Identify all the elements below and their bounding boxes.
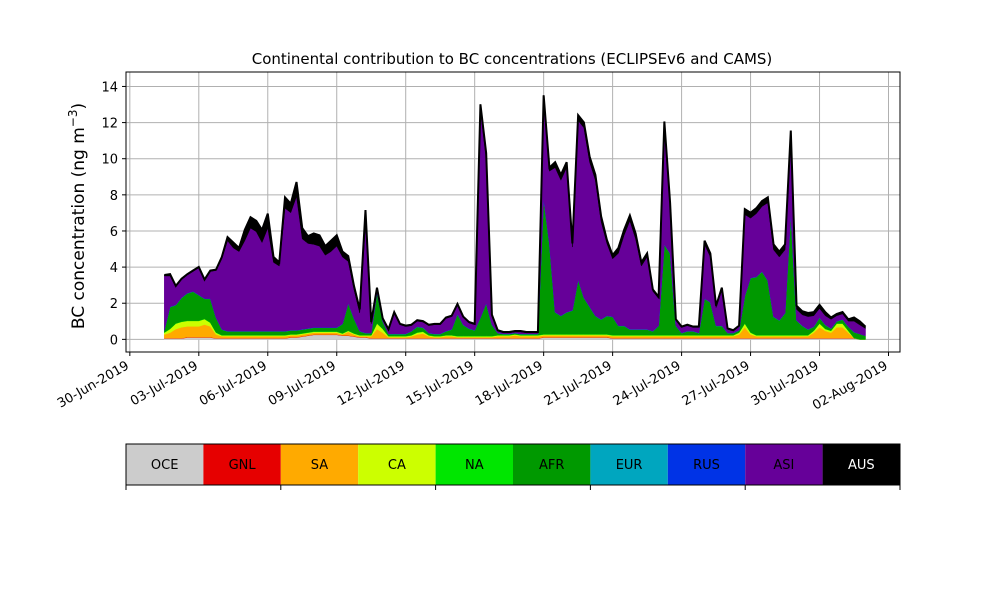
y-tick-label: 0 [110, 333, 118, 348]
x-tick-label: 09-Jul-2019 [266, 358, 339, 409]
legend-swatch-oce [126, 444, 204, 485]
y-tick-label: 8 [110, 189, 118, 204]
legend-swatch-asi [745, 444, 823, 485]
legend-label-oce: OCE [151, 458, 179, 473]
x-tick-label: 18-Jul-2019 [473, 358, 546, 409]
legend-swatch-sa [280, 444, 359, 485]
legend-label-na: NA [465, 458, 484, 473]
stacked-areas [164, 95, 867, 340]
legend-colorbar: OCE GNL SA CA NA AFR EUR RUS ASI AUS [125, 443, 901, 490]
x-tick-label: 12-Jul-2019 [335, 358, 408, 409]
legend-swatch-ca [358, 444, 436, 485]
y-tick-label: 4 [110, 261, 118, 276]
legend-label-eur: EUR [616, 458, 643, 473]
legend-label-sa: SA [311, 458, 328, 473]
y-tick-label: 14 [101, 80, 118, 95]
x-tick-label: 03-Jul-2019 [128, 358, 201, 409]
y-axis-label-main: BC concentration (ng m [69, 127, 89, 329]
legend-swatch-rus [667, 444, 746, 485]
legend-label-gnl: GNL [229, 458, 257, 473]
x-tick-label: 24-Jul-2019 [611, 358, 684, 409]
y-tick-label: 12 [101, 117, 118, 132]
y-tick-label: 6 [110, 225, 118, 240]
x-tick-label: 15-Jul-2019 [404, 358, 477, 409]
legend-swatch-na [435, 444, 513, 485]
legend-frame [125, 443, 901, 486]
legend-label-asi: ASI [773, 458, 794, 473]
legend-label-ca: CA [388, 458, 406, 473]
y-tick-label: 2 [110, 297, 118, 312]
legend-label-rus: RUS [693, 458, 720, 473]
x-tick-label: 06-Jul-2019 [197, 358, 270, 409]
legend-swatch-afr [513, 444, 591, 485]
y-tick-label: 10 [101, 153, 118, 168]
legend-swatch-eur [590, 444, 668, 485]
y-axis-label: BC concentration (ng m−3) [66, 103, 89, 329]
legend-swatch-gnl [203, 444, 281, 485]
x-tick-label: 30-Jun-2019 [55, 358, 132, 411]
x-tick-label: 02-Aug-2019 [810, 358, 890, 413]
plot-frame [125, 71, 901, 353]
x-tick-label: 21-Jul-2019 [542, 358, 615, 409]
x-tick-label: 27-Jul-2019 [680, 358, 753, 409]
total-outline [164, 95, 867, 333]
legend-label-afr: AFR [539, 458, 564, 473]
legend-swatch-aus [822, 444, 900, 485]
y-axis-label-sup: −3 [66, 109, 80, 127]
chart-title: Continental contribution to BC concentra… [252, 50, 773, 68]
y-axis-label-close: ) [69, 103, 89, 110]
legend-label-aus: AUS [848, 458, 875, 473]
